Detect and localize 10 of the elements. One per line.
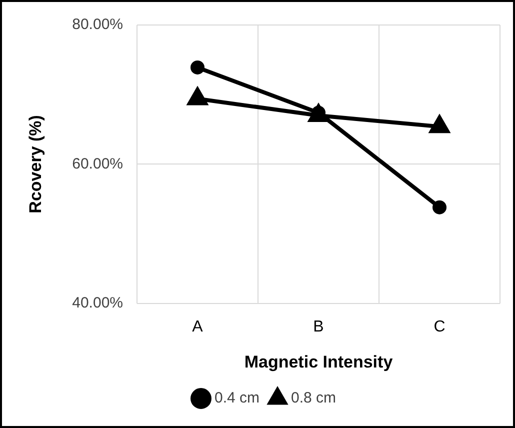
x-tick-label: C <box>434 318 446 336</box>
legend-label: 0.4 cm <box>214 390 260 407</box>
x-tick-label: B <box>313 318 324 336</box>
legend-label: 0.8 cm <box>291 390 336 407</box>
x-axis-title: Magnetic Intensity <box>244 352 394 372</box>
y-tick-label: 40.00% <box>72 294 123 312</box>
y-tick-label: 80.00% <box>72 16 123 34</box>
y-axis-title: Rcovery (%) <box>26 115 45 214</box>
x-tick-label: A <box>192 318 204 336</box>
y-tick-label: 60.00% <box>72 155 123 172</box>
